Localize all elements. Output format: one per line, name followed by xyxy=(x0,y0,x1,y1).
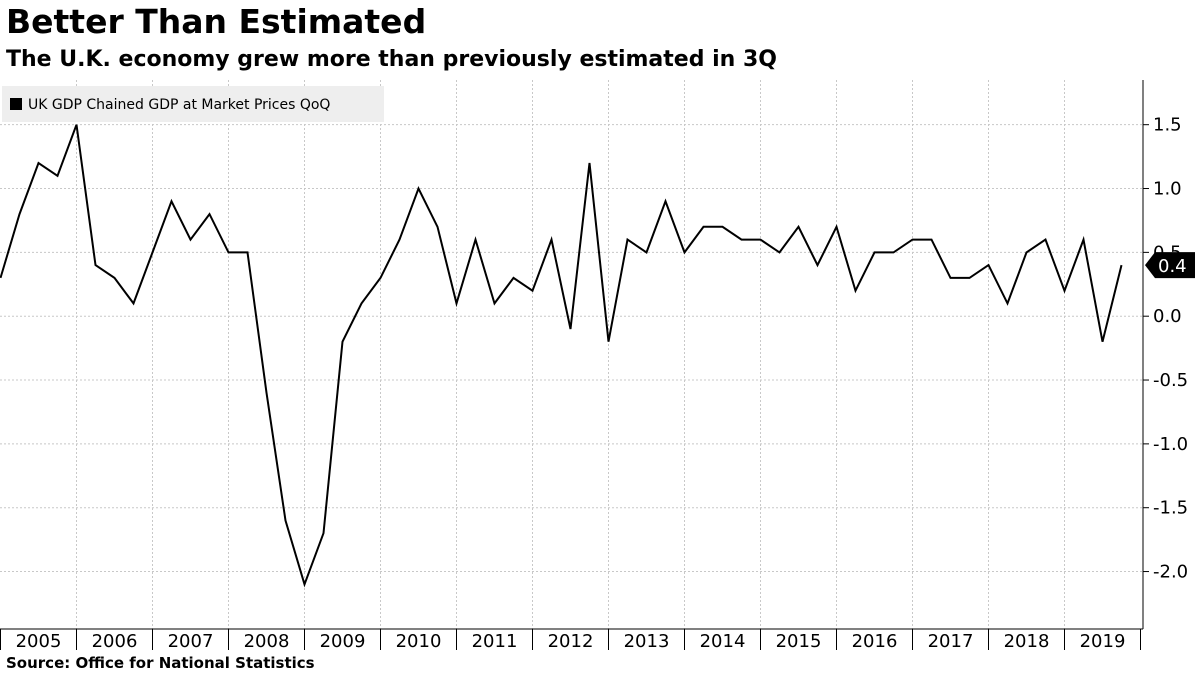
y-tick-label: -0.5 xyxy=(1153,370,1188,391)
y-tick-label: 0.0 xyxy=(1153,306,1182,327)
axis-layer: 1.51.00.50.0-0.5-1.0-1.5-2.0200520062007… xyxy=(0,80,1188,652)
source-note: Source: Office for National Statistics xyxy=(6,654,315,672)
x-tick-label: 2017 xyxy=(928,631,974,652)
legend-background xyxy=(2,86,384,122)
chart-title: Better Than Estimated xyxy=(6,2,427,41)
legend-swatch xyxy=(10,98,22,110)
x-tick-label: 2013 xyxy=(624,631,670,652)
legend: UK GDP Chained GDP at Market Prices QoQ xyxy=(2,86,384,122)
y-tick-label: -1.0 xyxy=(1153,434,1188,455)
last-value-tag xyxy=(1145,252,1195,279)
series-layer xyxy=(0,124,1123,588)
x-tick-label: 2016 xyxy=(852,631,898,652)
x-tick-label: 2012 xyxy=(548,631,594,652)
x-tick-label: 2010 xyxy=(396,631,442,652)
gdp-line-chart: 1.51.00.50.0-0.5-1.0-1.5-2.0200520062007… xyxy=(0,80,1195,652)
x-tick-label: 2019 xyxy=(1080,631,1126,652)
x-tick-label: 2011 xyxy=(472,631,518,652)
chart-subtitle: The U.K. economy grew more than previous… xyxy=(6,47,777,72)
y-tick-label: -2.0 xyxy=(1153,562,1188,583)
y-tick-label: 1.0 xyxy=(1153,179,1182,200)
series-line xyxy=(0,124,1123,588)
last-value-marker: 0.4 xyxy=(1145,252,1195,279)
x-tick-label: 2005 xyxy=(16,631,62,652)
x-tick-label: 2009 xyxy=(320,631,366,652)
last-value-label: 0.4 xyxy=(1158,256,1187,277)
x-tick-label: 2014 xyxy=(700,631,746,652)
x-tick-label: 2015 xyxy=(776,631,822,652)
x-tick-label: 2008 xyxy=(244,631,290,652)
x-tick-label: 2018 xyxy=(1004,631,1050,652)
x-tick-label: 2006 xyxy=(92,631,138,652)
x-tick-label: 2007 xyxy=(168,631,214,652)
legend-label: UK GDP Chained GDP at Market Prices QoQ xyxy=(28,97,330,113)
grid-layer xyxy=(0,80,1143,629)
y-tick-label: 1.5 xyxy=(1153,115,1182,136)
y-tick-label: -1.5 xyxy=(1153,498,1188,519)
